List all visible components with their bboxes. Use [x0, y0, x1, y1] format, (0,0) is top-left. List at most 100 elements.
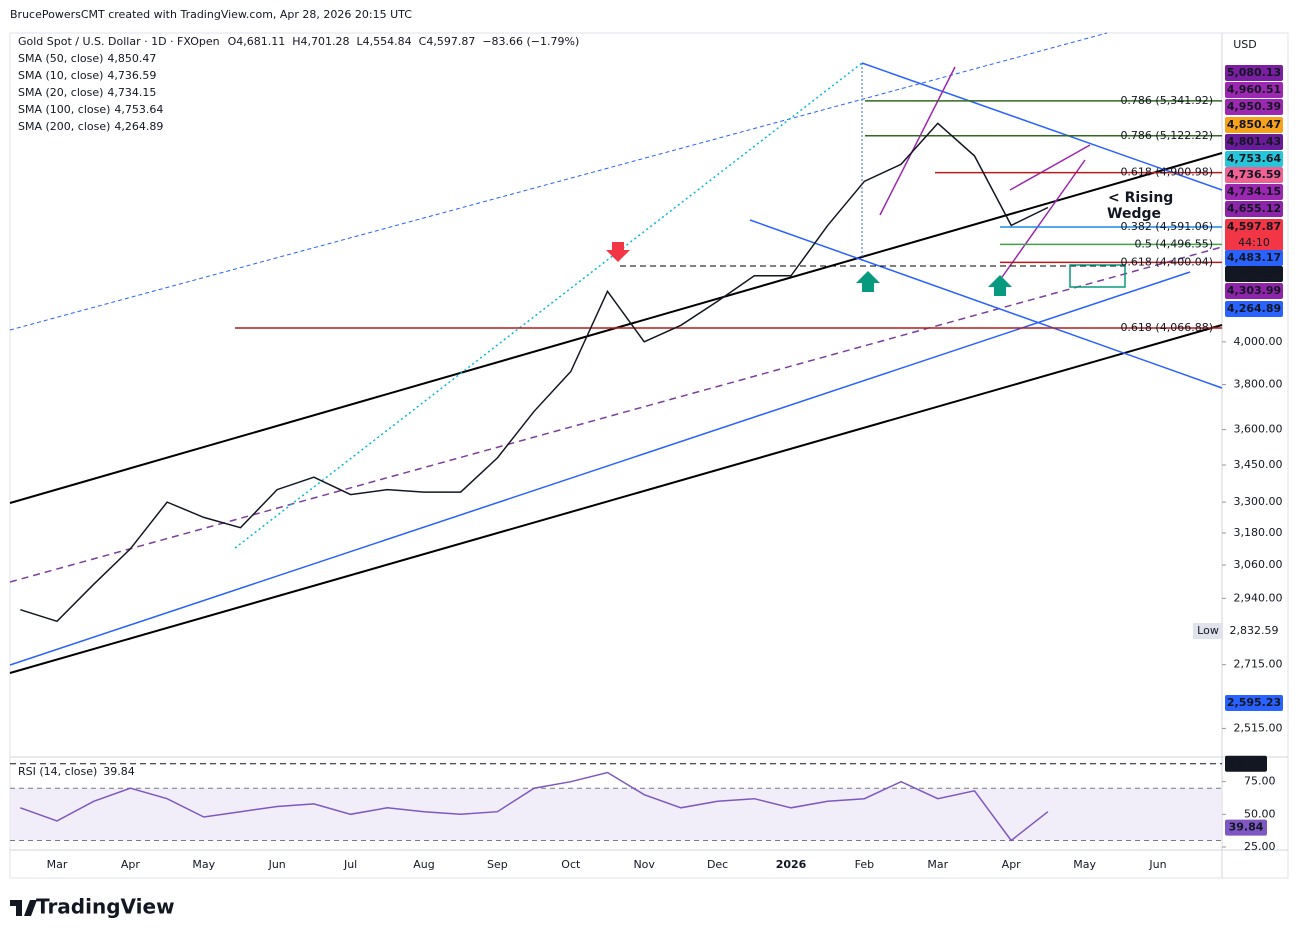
x-tick-label: Jul	[343, 858, 357, 871]
price-label-bg	[1225, 184, 1283, 200]
price-label-bg	[1225, 301, 1283, 317]
y-tick-label: 2,940.00	[1234, 591, 1283, 604]
price-label-bg	[1225, 151, 1283, 167]
rsi-band	[10, 788, 1222, 841]
rsi-value: 39.84	[103, 765, 135, 778]
price-label-bg	[1225, 250, 1283, 266]
fib-label: 0.618 (4,400.04)	[1120, 255, 1213, 268]
price-label: 4,264.89	[1227, 302, 1281, 315]
ohlc-value: 4,701.28	[301, 35, 350, 48]
rsi-name: RSI (14, close)	[18, 765, 97, 778]
sma-name: SMA (50, close)	[18, 52, 103, 65]
sma-value: 4,753.64	[114, 103, 163, 116]
y-tick-label: 2,715.00	[1234, 658, 1283, 671]
wedge	[1009, 144, 1091, 191]
x-tick-label: Nov	[633, 858, 655, 871]
sma-name: SMA (10, close)	[18, 69, 103, 82]
x-tick-label: Mar	[927, 858, 948, 871]
ohlc-value: 4,554.84	[363, 35, 412, 48]
price-label-bg	[1225, 99, 1283, 115]
low-label: Low	[1197, 624, 1219, 637]
x-tick-label: Dec	[707, 858, 728, 871]
countdown: 44:10	[1238, 236, 1270, 249]
price-label: 4,950.39	[1227, 100, 1281, 113]
trendline	[9, 32, 1108, 331]
sma-name: SMA (100, close)	[18, 103, 110, 116]
price-label: 4,655.12	[1227, 202, 1281, 215]
x-tick-label: Feb	[855, 858, 874, 871]
target-box	[1069, 264, 1126, 288]
rsi-tick-label: 50.00	[1244, 807, 1276, 820]
x-tick-label: Jun	[268, 858, 286, 871]
change: −83.66 (−1.79%)	[482, 35, 579, 48]
sma-value: 4,850.47	[107, 52, 156, 65]
rsi-label: 88.78	[1229, 757, 1264, 770]
ohlc-value: 4,681.11	[236, 35, 285, 48]
sma-value: 4,264.89	[114, 120, 163, 133]
price-label: 4,850.47	[1227, 118, 1281, 131]
x-tick-label: May	[1073, 858, 1096, 871]
x-tick-label: Sep	[487, 858, 508, 871]
credit: BrucePowersCMT created with TradingView.…	[10, 8, 412, 21]
rsi-label-bg	[1225, 819, 1267, 836]
y-tick-label: 3,300.00	[1234, 495, 1283, 508]
fib-label: 0.5 (4,496.55)	[1134, 237, 1213, 250]
price-label: 4,801.43	[1227, 135, 1281, 148]
price-label: 4,736.59	[1227, 168, 1281, 181]
y-tick-label: 3,060.00	[1234, 558, 1283, 571]
x-tick-label: Aug	[413, 858, 434, 871]
sma-name: SMA (200, close)	[18, 120, 110, 133]
symbol: Gold Spot / U.S. Dollar · 1D · FXOpen	[18, 35, 220, 48]
price-label-bg	[1225, 266, 1283, 282]
currency: USD	[1233, 38, 1257, 51]
arrow-up	[988, 275, 1012, 296]
channel-lower	[9, 324, 1223, 674]
price-label-bg	[1225, 117, 1283, 133]
ohlc-key: O	[228, 35, 237, 48]
wedge	[999, 159, 1086, 281]
price-label: 4,734.15	[1227, 185, 1281, 198]
rsi-tick-label: 25.00	[1244, 840, 1276, 853]
price-label-bg	[1225, 82, 1283, 98]
price-label: 4,483.17	[1227, 251, 1281, 264]
price-label: 4,303.99	[1227, 284, 1281, 297]
arrow-down	[606, 242, 630, 262]
fib-label: 0.382 (4,591.06)	[1120, 220, 1213, 233]
x-tick-label: Apr	[1002, 858, 1022, 871]
annotation: < Rising	[1108, 190, 1173, 206]
low-label-bg	[1193, 623, 1223, 639]
x-tick-label: Jun	[1148, 858, 1166, 871]
y-tick-label: 3,600.00	[1234, 423, 1283, 436]
price-label-bg	[1225, 65, 1283, 81]
price-label-bg	[1225, 695, 1283, 711]
price-label-bg	[1225, 201, 1283, 217]
trendline	[9, 246, 1223, 583]
drawings	[9, 32, 1223, 674]
fib-label: 0.786 (5,122.22)	[1120, 129, 1213, 142]
ohlc-key: H	[292, 35, 300, 48]
price-label: 4,597.87	[1227, 220, 1281, 233]
rsi-line	[20, 771, 1049, 842]
price-label: 4,381.30	[1227, 267, 1282, 280]
trendline	[861, 62, 1223, 191]
price-label: 2,595.23	[1227, 696, 1281, 709]
fib-label: 0.786 (5,341.92)	[1120, 94, 1213, 107]
arrow-up	[856, 271, 880, 292]
y-tick-label: 2,515.00	[1234, 721, 1283, 734]
x-tick-label: Apr	[121, 858, 141, 871]
wedge	[879, 66, 956, 216]
price-label-bg	[1225, 134, 1283, 150]
sma-value: 4,734.15	[107, 86, 156, 99]
x-tick-label: Oct	[561, 858, 581, 871]
price-label-bg	[1225, 167, 1283, 183]
x-tick-label: Mar	[47, 858, 68, 871]
ohlc-key: L	[357, 35, 364, 48]
price-label: 4,753.64	[1227, 152, 1282, 165]
sma-value: 4,736.59	[107, 69, 156, 82]
annotation: Wedge	[1107, 206, 1161, 222]
fib-label: 0.618 (4,900.98)	[1120, 166, 1213, 179]
brand-logo	[10, 900, 37, 916]
ohlc-value: 4,597.87	[426, 35, 475, 48]
